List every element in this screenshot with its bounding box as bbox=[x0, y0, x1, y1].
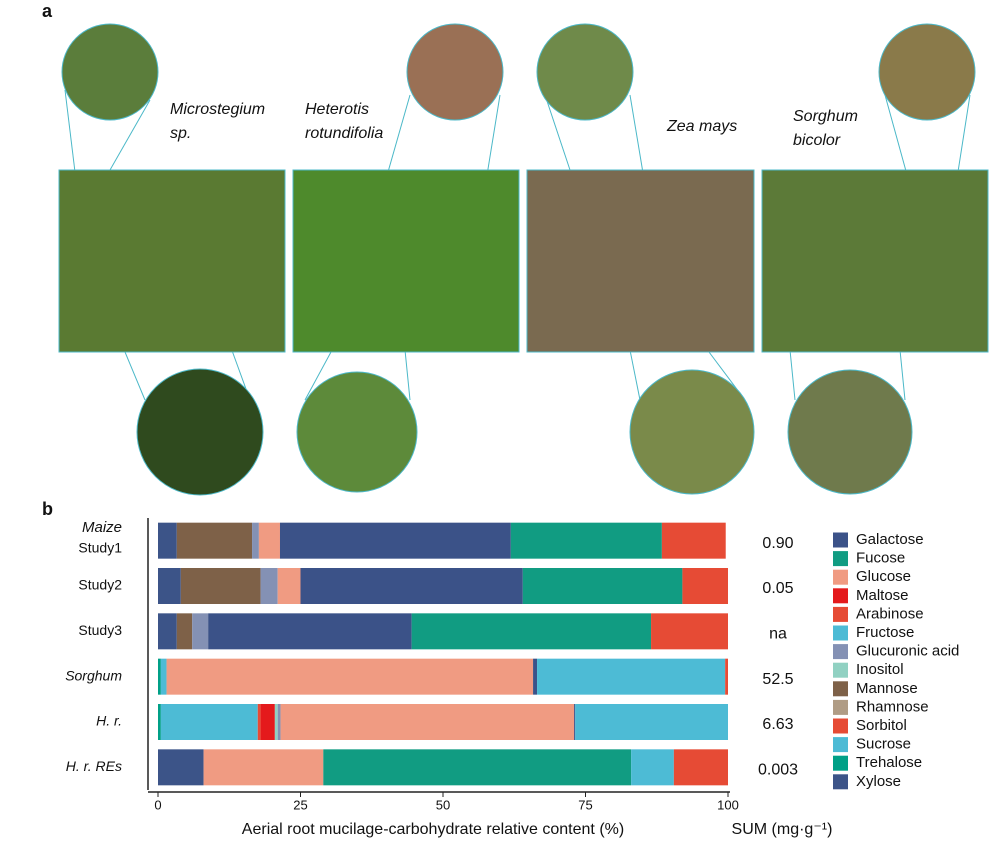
bar-segment bbox=[277, 704, 281, 740]
x-tick-label: 75 bbox=[578, 797, 592, 812]
bar-segment bbox=[203, 749, 324, 786]
legend-swatch bbox=[833, 699, 848, 715]
bar-segment bbox=[300, 568, 523, 604]
chart: Study1 0.90 Study2 0.05 Study3 na Sorghum 52.5 H… bbox=[65, 518, 959, 838]
bar-segment bbox=[260, 568, 278, 604]
x-axis-title: Aerial root mucilage-carbohydrate relati… bbox=[242, 821, 624, 838]
bar-segment bbox=[158, 704, 161, 740]
sum-label: 0.90 bbox=[762, 535, 793, 552]
bar-segment bbox=[651, 613, 728, 650]
photos bbox=[58, 23, 989, 496]
bar-segment bbox=[158, 522, 177, 559]
bar-segment bbox=[158, 749, 204, 786]
bar-segment bbox=[277, 568, 301, 604]
bar-segment bbox=[260, 704, 275, 740]
bar-segment bbox=[176, 613, 193, 650]
sum-label: 6.63 bbox=[762, 716, 793, 733]
legend-swatch bbox=[833, 737, 848, 753]
panel-letter: b bbox=[42, 499, 53, 519]
species-label: Microstegium sp. bbox=[170, 101, 270, 142]
y-tick-label: Study2 bbox=[78, 577, 122, 593]
bar-segment bbox=[258, 522, 280, 559]
legend-label: Rhamnose bbox=[856, 698, 929, 715]
bar-segment bbox=[208, 613, 412, 650]
sum-label: na bbox=[769, 626, 787, 643]
y-tick-label: Study3 bbox=[78, 622, 122, 638]
legend-label: Trehalose bbox=[856, 754, 922, 771]
bar-segment bbox=[274, 704, 278, 740]
bar-segment bbox=[725, 658, 728, 695]
legend-swatch bbox=[833, 551, 848, 567]
y-tick-label: Sorghum bbox=[65, 667, 122, 683]
bar-segment bbox=[510, 522, 662, 559]
species-label: Zea mays bbox=[666, 118, 737, 135]
bar-segment bbox=[323, 749, 632, 786]
bar-segment bbox=[180, 568, 261, 604]
bar-segment bbox=[257, 704, 261, 740]
bar-segment bbox=[682, 568, 728, 604]
legend-swatch bbox=[833, 755, 848, 771]
bar-segment bbox=[280, 704, 575, 740]
legend-swatch bbox=[833, 625, 848, 641]
bar-segment bbox=[661, 522, 726, 559]
x-tick-label: 50 bbox=[436, 797, 450, 812]
bar-segment bbox=[160, 658, 167, 695]
bar-segment bbox=[158, 568, 181, 604]
legend-swatch bbox=[833, 662, 848, 678]
legend-label: Galactose bbox=[856, 531, 924, 548]
bar-segment bbox=[192, 613, 209, 650]
species-label: Sorghum bicolor bbox=[793, 108, 862, 149]
sum-label: 0.05 bbox=[762, 580, 793, 597]
legend-swatch bbox=[833, 774, 848, 790]
y-tick-label: H. r. bbox=[96, 713, 122, 729]
bar-segment bbox=[279, 522, 511, 559]
bar-segment bbox=[166, 658, 534, 695]
legend-swatch bbox=[833, 718, 848, 734]
legend-label: Glucuronic acid bbox=[856, 643, 959, 660]
sum-label: 0.003 bbox=[758, 762, 798, 779]
species-label: Heterotis rotundifolia bbox=[305, 101, 383, 142]
panel-letter: a bbox=[42, 1, 53, 21]
legend-label: Fructose bbox=[856, 624, 914, 641]
sum-label: 52.5 bbox=[762, 671, 793, 688]
legend-label: Sorbitol bbox=[856, 717, 907, 734]
x-tick-label: 100 bbox=[717, 797, 739, 812]
bar-segment bbox=[575, 704, 728, 740]
legend-swatch bbox=[833, 681, 848, 697]
bar-segment bbox=[158, 658, 161, 695]
legend-swatch bbox=[833, 532, 848, 548]
legend-label: Sucrose bbox=[856, 736, 911, 753]
bar-segment bbox=[160, 704, 258, 740]
legend-swatch bbox=[833, 606, 848, 622]
legend-swatch bbox=[833, 588, 848, 604]
group-label: Maize bbox=[82, 519, 122, 536]
bar-segment bbox=[574, 704, 576, 740]
legend-swatch bbox=[833, 644, 848, 660]
bar-segment bbox=[673, 749, 728, 786]
bar-segment bbox=[522, 568, 683, 604]
x-tick-label: 25 bbox=[293, 797, 307, 812]
legend-label: Glucose bbox=[856, 568, 911, 585]
sum-title: SUM (mg·g⁻¹) bbox=[732, 821, 833, 838]
legend-swatch bbox=[833, 569, 848, 585]
bar-segment bbox=[176, 522, 253, 559]
x-tick-label: 0 bbox=[154, 797, 161, 812]
bar-segment bbox=[537, 658, 726, 695]
bar-segment bbox=[411, 613, 652, 650]
legend-label: Fucose bbox=[856, 550, 905, 567]
legend-label: Inositol bbox=[856, 661, 904, 678]
y-tick-label: H. r. REs bbox=[66, 758, 122, 774]
bar-segment bbox=[158, 613, 177, 650]
y-tick-label: Study1 bbox=[78, 539, 122, 555]
legend-label: Mannose bbox=[856, 680, 918, 697]
legend-label: Maltose bbox=[856, 587, 909, 604]
legend-label: Arabinose bbox=[856, 605, 924, 622]
legend-label: Xylose bbox=[856, 773, 901, 790]
bar-segment bbox=[533, 658, 538, 695]
bar-segment bbox=[631, 749, 674, 786]
bar-segment bbox=[252, 522, 259, 559]
